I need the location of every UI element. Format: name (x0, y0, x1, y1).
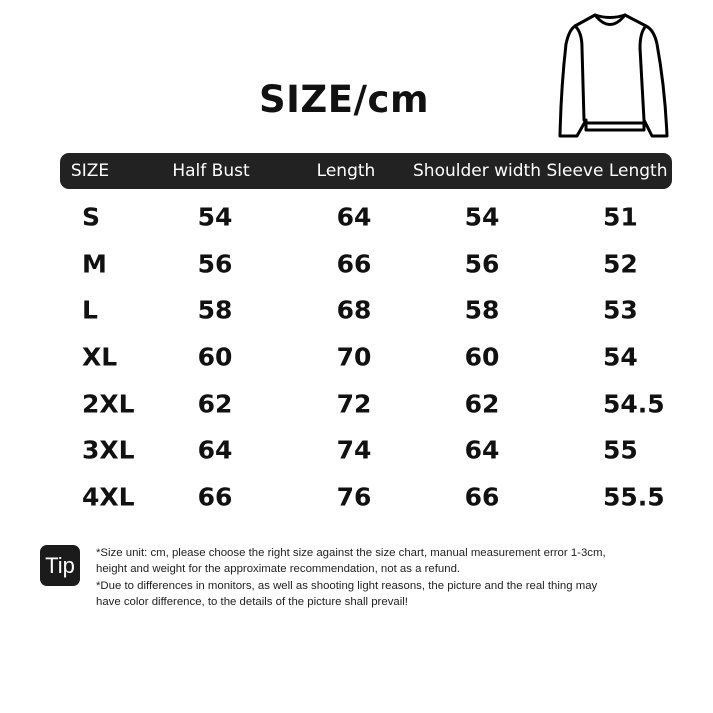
column-header: Shoulder width (413, 161, 541, 181)
tip-line: *Due to differences in monitors, as well… (96, 579, 598, 592)
tip-line: *Size unit: cm, please choose the right … (96, 547, 606, 559)
measurement-cell: 58 (197, 295, 233, 325)
column-header: Half Bust (172, 161, 250, 181)
measurement-cell: 55.5 (603, 482, 665, 512)
measurement-cell: 51 (603, 202, 638, 232)
measurement-cell: 64 (336, 202, 372, 232)
column-header: Length (316, 161, 376, 181)
measurement-cell: 70 (336, 342, 372, 372)
measurement-cell: 52 (603, 249, 638, 279)
measurement-cell: 60 (464, 342, 500, 372)
measurement-cell: 66 (336, 249, 372, 279)
measurement-cell: 56 (197, 249, 233, 279)
measurement-cell: 62 (464, 389, 500, 419)
measurement-cell: 66 (464, 482, 500, 512)
measurement-cell: 76 (336, 482, 372, 512)
measurement-cell: 64 (197, 435, 233, 465)
tip-text: *Size unit: cm, please choose the right … (96, 545, 686, 611)
measurement-cell: 56 (464, 249, 500, 279)
measurement-cell: 54 (603, 342, 638, 372)
size-label: L (82, 295, 98, 325)
sweatshirt-outline-icon (558, 13, 669, 138)
size-label: XL (82, 342, 118, 372)
measurement-cell: 53 (603, 295, 638, 325)
measurement-cell: 74 (336, 435, 372, 465)
size-label: 2XL (82, 389, 135, 419)
size-label: M (82, 249, 107, 279)
column-header: Sleeve Length (546, 161, 668, 181)
measurement-cell: 68 (336, 295, 372, 325)
measurement-cell: 64 (464, 435, 500, 465)
table-header (60, 153, 672, 189)
page-title: SIZE/cm (258, 78, 430, 121)
measurement-cell: 66 (197, 482, 233, 512)
measurement-cell: 62 (197, 389, 233, 419)
tip-line: height and weight for the approximate re… (96, 563, 461, 576)
measurement-cell: 54 (197, 202, 233, 232)
column-header: SIZE (70, 161, 110, 181)
measurement-cell: 60 (197, 342, 233, 372)
measurement-cell: 72 (336, 389, 372, 419)
size-label: 3XL (82, 435, 135, 465)
measurement-cell: 54.5 (603, 389, 665, 419)
measurement-cell: 55 (603, 435, 638, 465)
measurement-cell: 54 (464, 202, 500, 232)
tip-badge: Tip (40, 545, 80, 586)
tip-line: have color difference, to the details of… (96, 596, 408, 609)
size-label: S (82, 202, 101, 232)
measurement-cell: 58 (464, 295, 500, 325)
size-label: 4XL (82, 482, 135, 512)
